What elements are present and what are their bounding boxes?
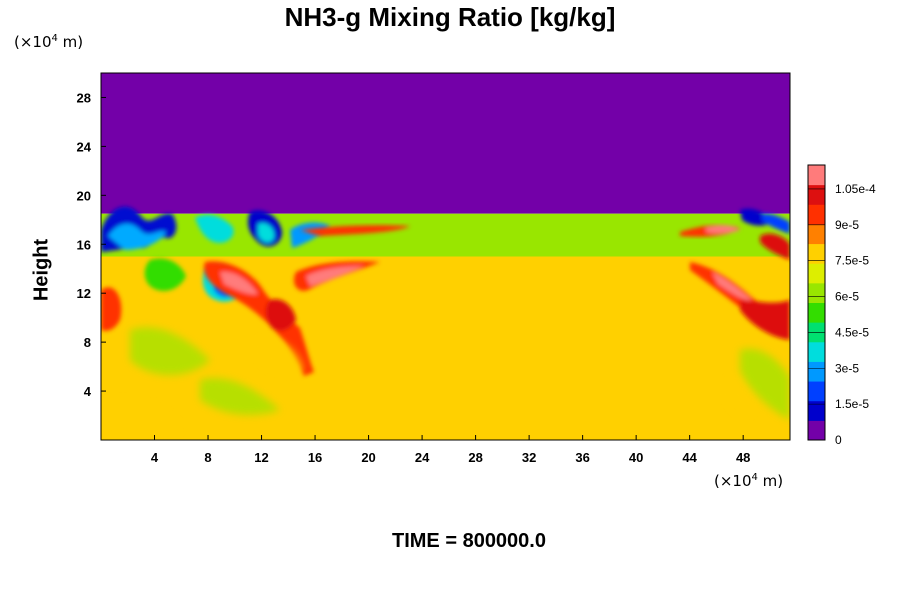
x-tick-label: 24 <box>415 450 430 465</box>
colorbar <box>807 164 826 441</box>
colorbar-swatch <box>808 282 825 303</box>
left-red-plume <box>203 261 380 376</box>
colorbar-swatch <box>808 341 825 362</box>
y-tick-label: 20 <box>77 188 91 203</box>
x-tick-label: 48 <box>736 450 750 465</box>
lower-mottling <box>110 327 790 433</box>
y-tick-label: 4 <box>84 384 92 399</box>
x-tick-label: 12 <box>254 450 268 465</box>
time-label: TIME = 800000.0 <box>392 530 546 552</box>
left-turbulence <box>101 206 330 331</box>
colorbar-swatch <box>808 223 825 245</box>
upper-streaks <box>300 225 740 237</box>
x-tick-label: 20 <box>361 450 375 465</box>
x-tick-label: 8 <box>204 450 211 465</box>
colorbar-label: 6e-5 <box>835 290 859 304</box>
y-axis-unit: (×104 m) <box>14 33 84 51</box>
y-tick-label: 8 <box>84 335 91 350</box>
colorbar-labels: 0 1.5e-5 3e-5 4.5e-5 6e-5 7.5e-5 9e-5 1.05e-4 <box>808 182 876 447</box>
colorbar-swatch <box>808 302 825 323</box>
y-tick-label: 28 <box>77 90 91 105</box>
x-axis-ticks: 4 8 12 16 20 24 28 32 36 40 44 48 <box>151 435 750 465</box>
colorbar-swatch <box>808 420 825 441</box>
plot-frame <box>100 72 791 441</box>
colorbar-swatch <box>808 400 825 421</box>
region-upper-layer <box>101 73 790 214</box>
colorbar-label: 4.5e-5 <box>835 325 869 339</box>
colorbar-label: 9e-5 <box>835 218 859 232</box>
colorbar-swatch <box>808 361 825 382</box>
colorbar-label: 0 <box>835 433 842 447</box>
colorbar-swatch <box>808 263 825 284</box>
x-tick-label: 32 <box>522 450 536 465</box>
colorbar-label: 1.05e-4 <box>835 182 876 196</box>
x-tick-label: 16 <box>308 450 322 465</box>
y-tick-label: 12 <box>77 286 91 301</box>
x-tick-label: 40 <box>629 450 643 465</box>
colorbar-swatch <box>808 165 825 186</box>
colorbar-label: 3e-5 <box>835 361 859 375</box>
x-tick-label: 4 <box>151 450 159 465</box>
colorbar-swatch <box>808 204 825 225</box>
x-tick-label: 28 <box>468 450 482 465</box>
colorbar-label: 7.5e-5 <box>835 254 869 268</box>
y-tick-label: 24 <box>77 139 92 154</box>
colorbar-swatch <box>808 243 825 264</box>
right-red-plume <box>690 208 790 340</box>
colorbar-swatch <box>808 184 825 205</box>
colorbar-swatch <box>808 381 825 402</box>
x-tick-label: 36 <box>575 450 589 465</box>
chart-title: NH3-g Mixing Ratio [kg/kg] <box>284 2 616 32</box>
plot-area <box>101 73 790 440</box>
x-axis-unit: (×104 m) <box>714 472 784 490</box>
x-tick-label: 44 <box>682 450 697 465</box>
y-tick-label: 16 <box>77 237 91 252</box>
y-axis-ticks: 4 8 12 16 20 24 28 <box>77 90 106 399</box>
colorbar-label: 1.5e-5 <box>835 397 869 411</box>
